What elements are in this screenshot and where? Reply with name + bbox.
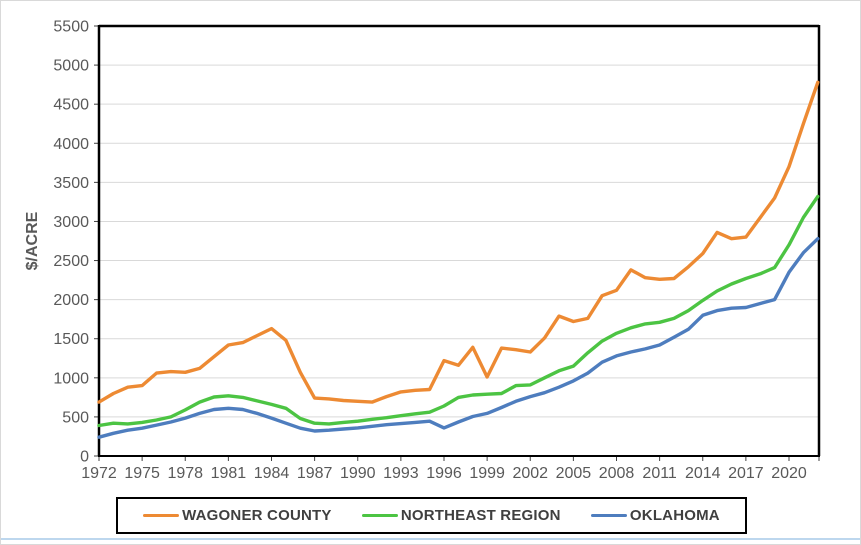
window-bottom-edge — [1, 538, 860, 540]
legend-line-swatch-oklahoma — [590, 513, 627, 518]
x-tick-label: 1981 — [211, 465, 247, 482]
chart-svg: 0 500 1000 1500 2000 2500 3000 3500 4000 4500 5000… — [24, 19, 821, 482]
x-tick-label: 1975 — [124, 465, 160, 482]
y-tick-label: 2500 — [53, 253, 89, 270]
x-tick-label: 1990 — [340, 465, 376, 482]
x-tick-label: 1972 — [81, 465, 117, 482]
x-tick-label: 2014 — [685, 465, 721, 482]
y-tick-label: 3500 — [53, 175, 89, 192]
series-line-northeast-region — [97, 194, 820, 428]
legend-item-wagoner-county: WAGONER COUNTY — [143, 507, 331, 524]
y-tick-label: 0 — [80, 449, 89, 466]
y-axis-labels: 0 500 1000 1500 2000 2500 3000 3500 4000 4500 5000… — [53, 19, 99, 466]
legend-label-northeast-region: NORTHEAST REGION — [400, 507, 561, 524]
x-tick-label: 2011 — [642, 465, 677, 482]
x-tick-label: 1999 — [469, 465, 505, 482]
legend-line-swatch-wagoner-county — [143, 513, 180, 518]
chart-area: 0 500 1000 1500 2000 2500 3000 3500 4000 4500 5000… — [1, 1, 860, 496]
x-tick-label: 2020 — [771, 465, 807, 482]
gridlines — [99, 25, 819, 418]
chart-legend: WAGONER COUNTY NORTHEAST REGION OKLAHOMA — [116, 497, 747, 534]
y-tick-label: 4000 — [53, 136, 89, 153]
series-line-oklahoma — [97, 236, 820, 439]
legend-line-swatch-northeast-region — [361, 513, 398, 518]
x-tick-label: 1987 — [297, 465, 333, 482]
x-tick-label: 2002 — [512, 465, 548, 482]
x-tick-label: 1978 — [167, 465, 203, 482]
x-tick-label: 2017 — [728, 465, 764, 482]
x-tick-label: 1993 — [383, 465, 419, 482]
x-tick-label: 1984 — [254, 465, 290, 482]
x-tick-label: 2008 — [599, 465, 635, 482]
y-tick-label: 5000 — [53, 58, 89, 75]
y-tick-label: 1000 — [53, 370, 89, 387]
x-tick-label: 1996 — [426, 465, 462, 482]
x-axis-labels: 1972 1975 1978 1981 1984 1987 1990 1993 1996 1999… — [81, 456, 820, 482]
legend-item-northeast-region: NORTHEAST REGION — [361, 507, 561, 524]
legend-label-oklahoma: OKLAHOMA — [629, 507, 720, 524]
legend-item-oklahoma: OKLAHOMA — [590, 507, 720, 524]
x-tick-label: 2005 — [556, 465, 592, 482]
legend-label-wagoner-county: WAGONER COUNTY — [182, 507, 332, 524]
series-line-wagoner-county — [97, 80, 820, 404]
y-tick-label: 3000 — [53, 214, 89, 231]
y-tick-label: 5500 — [53, 19, 89, 36]
y-tick-label: 500 — [62, 409, 89, 426]
y-axis-title: $/ACRE — [24, 211, 41, 270]
y-tick-label: 1500 — [53, 331, 89, 348]
y-tick-label: 2000 — [53, 292, 89, 309]
plot-border — [97, 24, 821, 457]
y-tick-label: 4500 — [53, 97, 89, 114]
